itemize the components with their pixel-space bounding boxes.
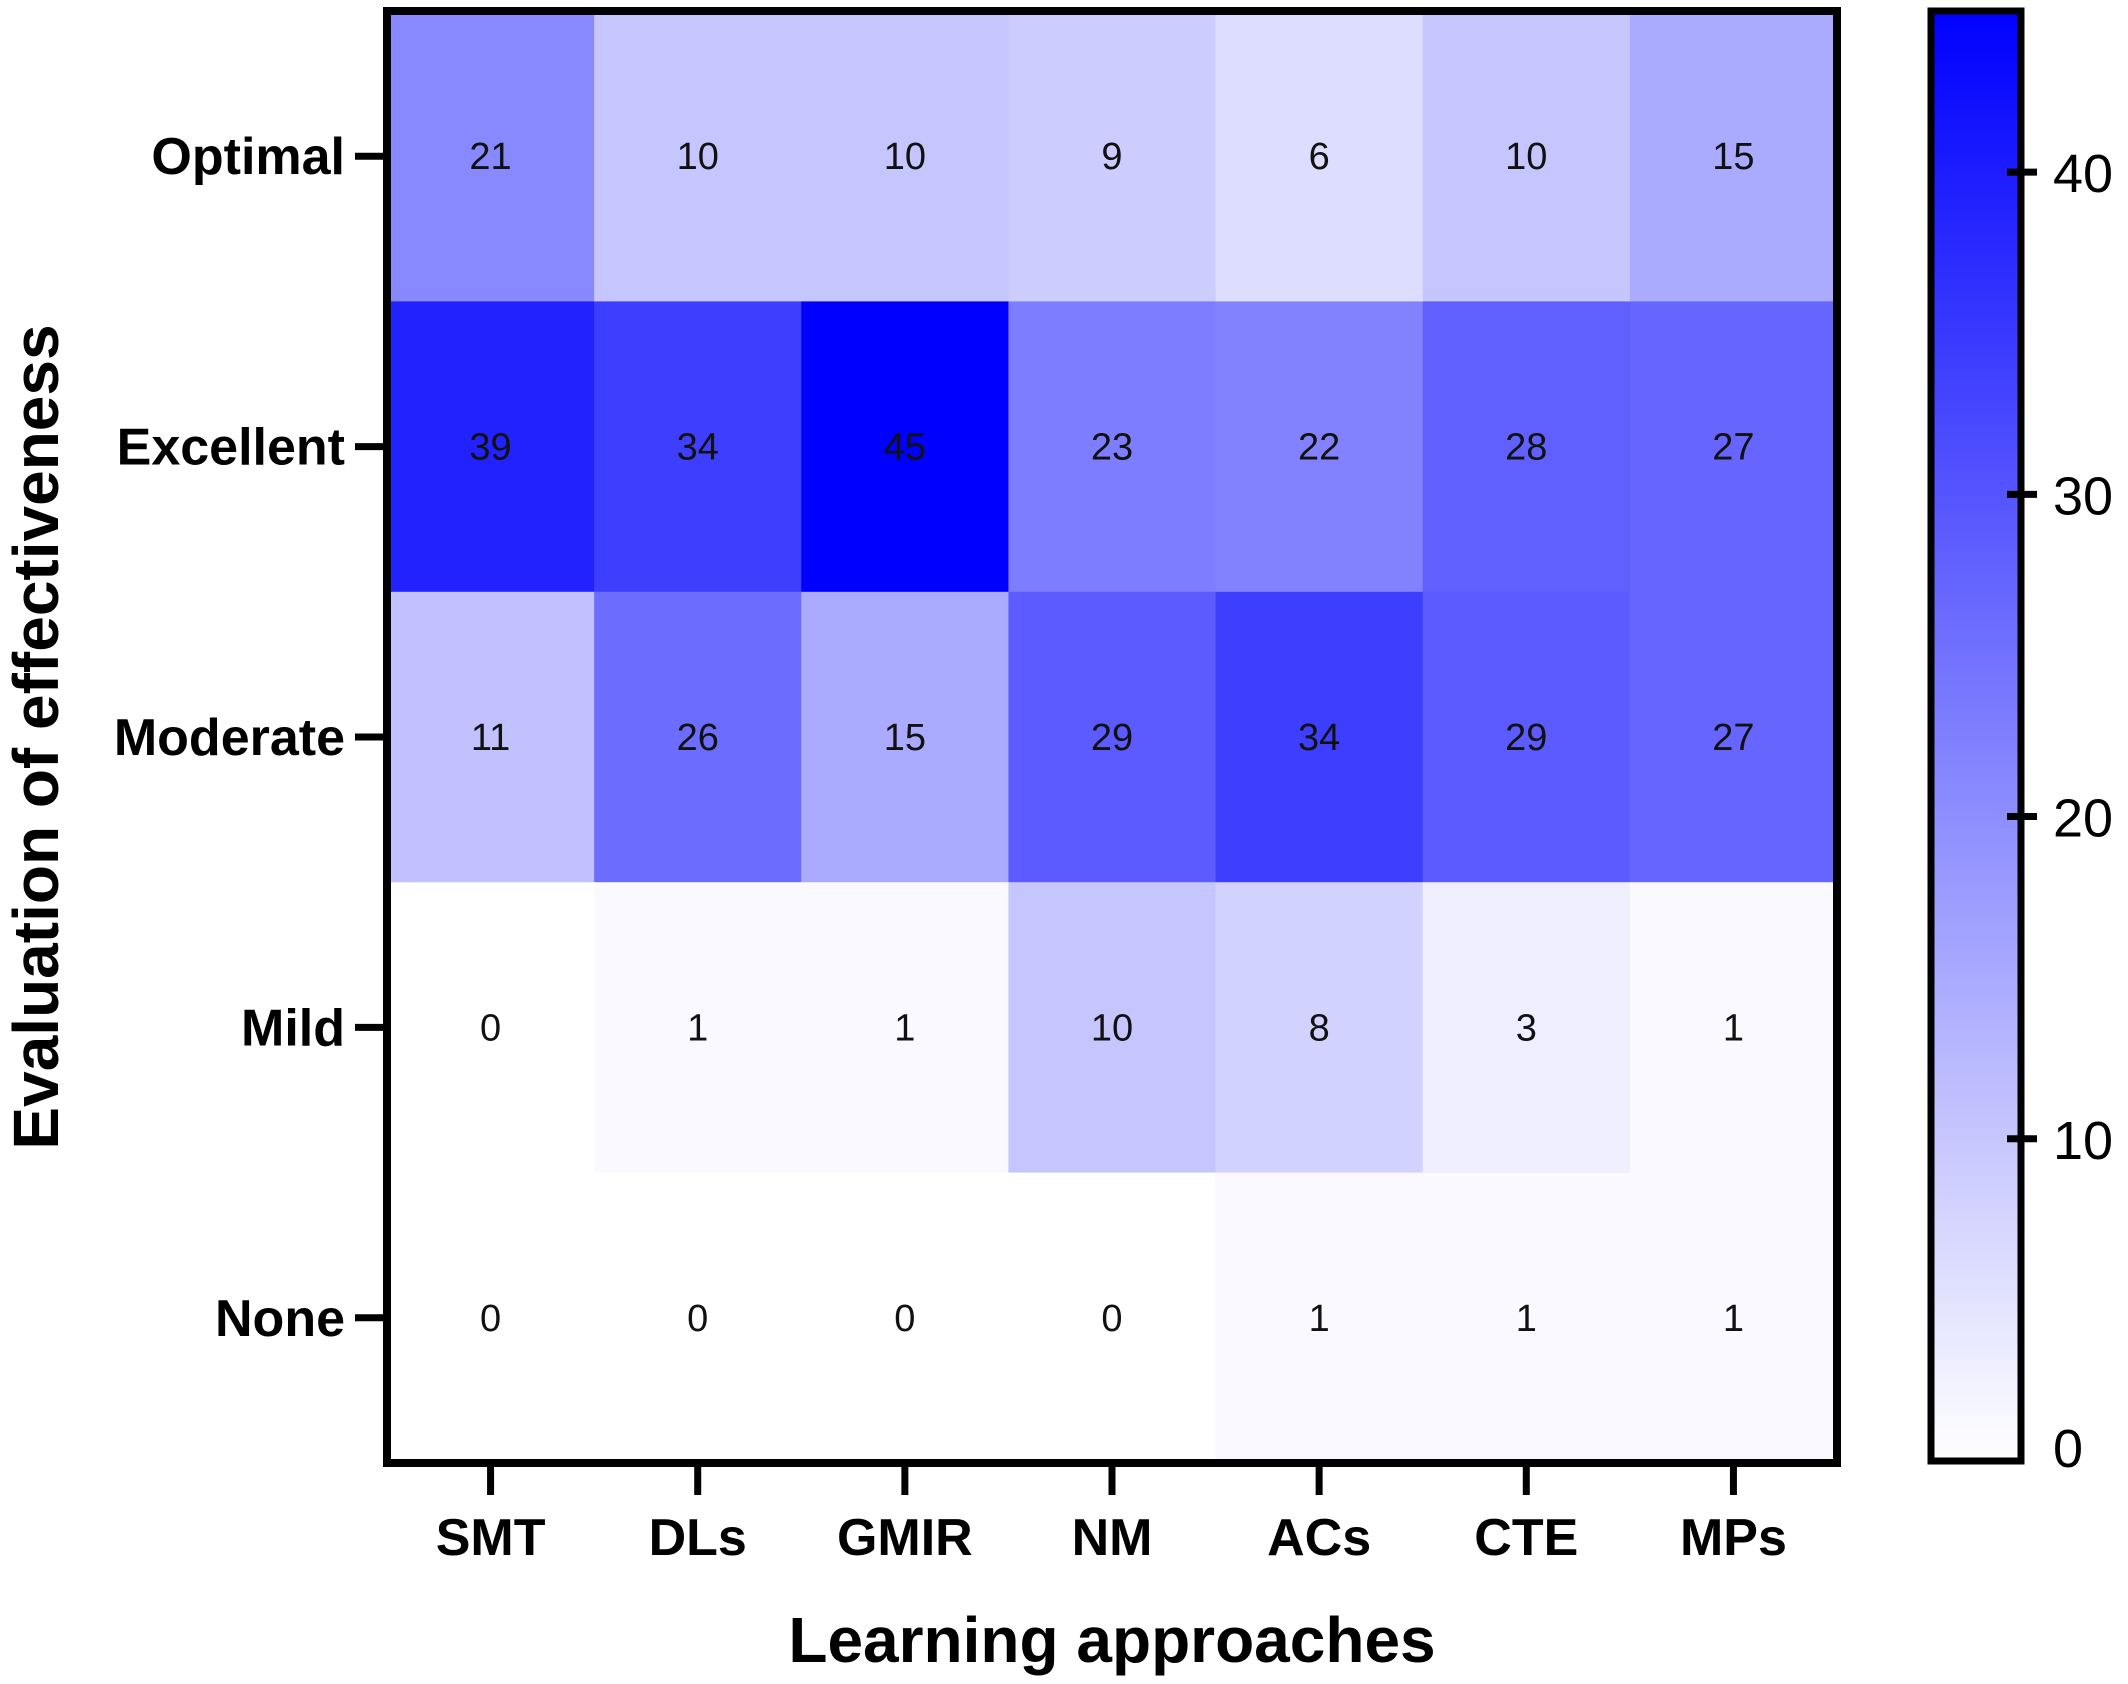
heatmap-cell-optimal-dls <box>594 11 803 303</box>
cell-value-label: 1 <box>1309 1298 1330 1340</box>
cell-value-label: 23 <box>1091 427 1133 469</box>
cell-value-label: 10 <box>1091 1007 1133 1049</box>
colorbar-tick-label: 10 <box>2053 1111 2113 1171</box>
heatmap-cell-moderate-cte <box>1422 591 1631 883</box>
heatmap-cell-optimal-mps <box>1629 11 1838 303</box>
x-axis: SMT DLs GMIR NM ACs CTE MPs <box>436 1463 1787 1567</box>
cell-value-label: 10 <box>1505 136 1547 178</box>
heatmap-cell-excellent-smt <box>387 301 595 593</box>
x-tick-label-smt: SMT <box>436 1509 546 1567</box>
cell-value-label: 9 <box>1101 136 1122 178</box>
heatmap-cell-optimal-smt <box>387 11 595 303</box>
cell-value-label: 1 <box>1723 1298 1744 1340</box>
cell-value-label: 0 <box>480 1298 501 1340</box>
y-axis-title: Evaluation of effectiveness <box>0 324 72 1149</box>
cell-value-label: 15 <box>884 717 926 759</box>
heatmap-cell-moderate-mps <box>1629 591 1838 883</box>
colorbar-tick-label: 30 <box>2053 466 2113 526</box>
heatmap-cell-mild-nm <box>1008 882 1217 1174</box>
heatmap-cell-none-acs <box>1215 1172 1424 1464</box>
y-tick-label-optimal: Optimal <box>151 128 345 186</box>
heatmap-cell-moderate-gmir <box>801 591 1010 883</box>
heatmap-cell-optimal-gmir <box>801 11 1010 303</box>
cell-value-label: 29 <box>1505 717 1547 759</box>
cell-value-label: 28 <box>1505 427 1547 469</box>
cell-value-label: 0 <box>894 1298 915 1340</box>
cell-value-label: 0 <box>1101 1298 1122 1340</box>
cell-value-label: 45 <box>884 427 926 469</box>
heatmap-cell-none-gmir <box>801 1172 1010 1464</box>
cell-value-label: 39 <box>469 427 511 469</box>
heatmap-cell-mild-gmir <box>801 882 1010 1174</box>
heatmap-cell-mild-smt <box>387 882 595 1174</box>
cell-value-label: 6 <box>1309 136 1330 178</box>
y-tick-label-mild: Mild <box>241 999 345 1057</box>
cell-value-label: 8 <box>1309 1007 1330 1049</box>
cell-value-label: 34 <box>1298 717 1340 759</box>
cell-value-label: 27 <box>1712 427 1754 469</box>
cell-value-label: 26 <box>677 717 719 759</box>
heatmap-cell-mild-cte <box>1422 882 1631 1174</box>
cell-value-label: 1 <box>894 1007 915 1049</box>
heatmap-cell-moderate-dls <box>594 591 803 883</box>
x-tick-label-mps: MPs <box>1680 1509 1787 1567</box>
x-tick-label-dls: DLs <box>649 1509 747 1567</box>
heatmap-cell-mild-mps <box>1629 882 1838 1174</box>
heatmap-cell-mild-acs <box>1215 882 1424 1174</box>
heatmap-cell-excellent-dls <box>594 301 803 593</box>
heatmap-cell-moderate-acs <box>1215 591 1424 883</box>
heatmap-cells <box>387 11 1838 1464</box>
cell-value-label: 27 <box>1712 717 1754 759</box>
y-tick-label-none: None <box>215 1290 345 1348</box>
cell-value-label: 29 <box>1091 717 1133 759</box>
cell-value-label: 34 <box>677 427 719 469</box>
x-tick-label-nm: NM <box>1072 1509 1153 1567</box>
cell-value-label: 1 <box>687 1007 708 1049</box>
x-tick-label-cte: CTE <box>1474 1509 1578 1567</box>
cell-value-label: 1 <box>1723 1007 1744 1049</box>
cell-value-label: 11 <box>471 717 510 759</box>
colorbar-tick-label: 40 <box>2053 144 2113 204</box>
heatmap-cell-none-nm <box>1008 1172 1217 1464</box>
heatmap-cell-excellent-mps <box>1629 301 1838 593</box>
colorbar-tick-label: 0 <box>2053 1419 2083 1479</box>
colorbar-axis: 0 10 20 30 40 <box>2007 144 2113 1479</box>
colorbar <box>1927 7 2025 1465</box>
heatmap-cell-moderate-smt <box>387 591 595 883</box>
cell-value-label: 21 <box>469 136 511 178</box>
cell-value-label: 0 <box>687 1298 708 1340</box>
cell-value-label: 15 <box>1712 136 1754 178</box>
heatmap-cell-moderate-nm <box>1008 591 1217 883</box>
x-tick-label-acs: ACs <box>1267 1509 1371 1567</box>
cell-value-label: 22 <box>1298 427 1340 469</box>
heatmap-cell-optimal-nm <box>1008 11 1217 303</box>
cell-value-label: 3 <box>1516 1007 1537 1049</box>
cell-value-label: 10 <box>884 136 926 178</box>
x-tick-label-gmir: GMIR <box>837 1509 973 1567</box>
heatmap-cell-none-dls <box>594 1172 803 1464</box>
heatmap-cell-excellent-acs <box>1215 301 1424 593</box>
y-axis: Optimal Excellent Moderate Mild None <box>114 128 387 1348</box>
cell-value-label: 10 <box>677 136 719 178</box>
heatmap-cell-none-mps <box>1629 1172 1838 1464</box>
y-tick-label-moderate: Moderate <box>114 709 345 767</box>
heatmap-cell-excellent-cte <box>1422 301 1631 593</box>
cell-value-label: 0 <box>480 1007 501 1049</box>
heatmap-cell-optimal-cte <box>1422 11 1631 303</box>
heatmap-cell-excellent-nm <box>1008 301 1217 593</box>
heatmap-cell-excellent-gmir <box>801 301 1010 593</box>
colorbar-tick-label: 20 <box>2053 789 2113 849</box>
heatmap-cell-none-smt <box>387 1172 595 1464</box>
heatmap-cell-optimal-acs <box>1215 11 1424 303</box>
cell-value-label: 1 <box>1516 1298 1537 1340</box>
y-tick-label-excellent: Excellent <box>117 419 345 477</box>
heatmap-cell-mild-dls <box>594 882 803 1174</box>
x-axis-title: Learning approaches <box>788 1604 1435 1676</box>
heatmap-cell-none-cte <box>1422 1172 1631 1464</box>
